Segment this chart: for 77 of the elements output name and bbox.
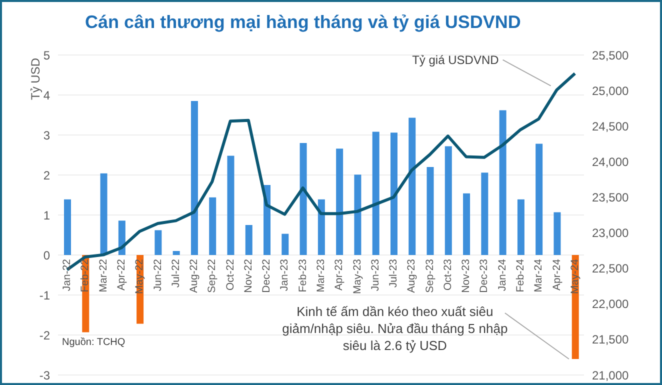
y2-tick-label: 25,500	[592, 48, 630, 62]
y-tick-label: 2	[43, 168, 50, 182]
bar	[390, 132, 398, 255]
bar	[245, 225, 252, 255]
y2-tick-label: 24,000	[592, 154, 630, 169]
y-tick-label: 1	[43, 208, 50, 222]
bar	[499, 110, 506, 255]
y2-tick-label: 21,500	[592, 332, 630, 347]
x-tick-label: Dec-23	[478, 258, 490, 293]
y-tick-label: 4	[43, 88, 50, 102]
text: Tỷ giá USDVND	[412, 52, 500, 67]
bar	[190, 101, 198, 255]
x-tick-label: Jul-23	[388, 258, 400, 288]
x-tick-label: Nov-22	[242, 258, 254, 293]
x-tick-label: May-23	[351, 258, 364, 294]
y2-tick-label: 22,500	[592, 262, 630, 276]
y2-tick-label: 22,000	[592, 297, 630, 312]
x-tick-label: May-24	[568, 258, 581, 294]
bar	[463, 193, 470, 255]
y-tick-label: -1	[39, 288, 50, 302]
x-tick-label: May-22	[134, 258, 146, 294]
x-tick-label: Mar-23	[315, 258, 327, 292]
annotation: Kinh tế ấm dần kéo theo xuất siêu giảm/nhập siêu. Nửa đầu tháng 5 nhập siêu là 2.6 tỷ USD	[281, 303, 509, 354]
x-tick-label: Oct-23	[442, 258, 454, 291]
x-tick-label: Mar-24	[532, 258, 545, 292]
bar	[536, 144, 543, 255]
bar	[444, 146, 452, 255]
x-tick-label: Nov-23	[460, 258, 472, 293]
bar	[154, 230, 162, 255]
x-tick-label: Sep-23	[424, 258, 436, 293]
x-tick-label: Apr-23	[333, 258, 346, 291]
bar	[426, 167, 434, 255]
bar	[318, 199, 325, 255]
x-tick-label: Sep-22	[206, 258, 218, 293]
x-tick-label: Feb-24	[514, 258, 527, 292]
x-tick-label: Oct-22	[224, 258, 236, 291]
y-tick-label: 5	[43, 48, 50, 62]
y2-tick-label: 23,000	[592, 226, 630, 240]
x-tick-label: Jan-22	[61, 258, 74, 292]
bar	[354, 174, 362, 255]
bar	[408, 118, 416, 255]
y-tick-label: 3	[43, 128, 50, 142]
x-tick-label: Jan-24	[496, 258, 508, 292]
bar	[300, 143, 307, 255]
x-tick-label: Jan-23	[278, 258, 291, 292]
bar	[227, 156, 234, 255]
x-tick-label: Mar-22	[97, 258, 110, 292]
y2-tick-label: 23,500	[592, 190, 630, 204]
bar	[209, 197, 216, 255]
x-tick-label: Jul-22	[170, 258, 182, 288]
x-tick-label: Apr-24	[550, 258, 563, 291]
x-tick-label: Dec-22	[260, 258, 273, 293]
x-tick-label: Aug-22	[188, 258, 200, 293]
bar	[336, 148, 344, 255]
y-tick-label: 0	[43, 248, 50, 262]
bar	[100, 173, 108, 255]
bar	[64, 199, 71, 255]
x-tick-label: Jun-23	[369, 258, 382, 292]
bar	[172, 251, 180, 255]
bar	[481, 172, 488, 255]
x-tick-label: Feb-22	[79, 258, 92, 292]
annotation: Nguồn: TCHQ	[62, 337, 126, 348]
bar	[372, 132, 380, 255]
y2-tick-label: 24,500	[592, 119, 630, 134]
y2-tick-label: 25,000	[592, 84, 630, 98]
y-tick-label: -2	[39, 328, 50, 342]
x-tick-label: Aug-23	[406, 258, 418, 293]
bar	[554, 212, 561, 255]
x-tick-label: Apr-22	[115, 258, 128, 291]
y-tick-label: -3	[39, 368, 50, 382]
y-axis-title: Tỷ USD	[28, 58, 43, 100]
bar	[517, 199, 524, 255]
bar	[282, 234, 289, 255]
y2-tick-label: 21,000	[592, 368, 630, 382]
x-tick-label: Jun-22	[152, 258, 164, 292]
chart-title: Cán cân thương mại hàng tháng và tỷ giá USDVND	[84, 12, 522, 33]
x-tick-label: Feb-23	[296, 258, 309, 292]
